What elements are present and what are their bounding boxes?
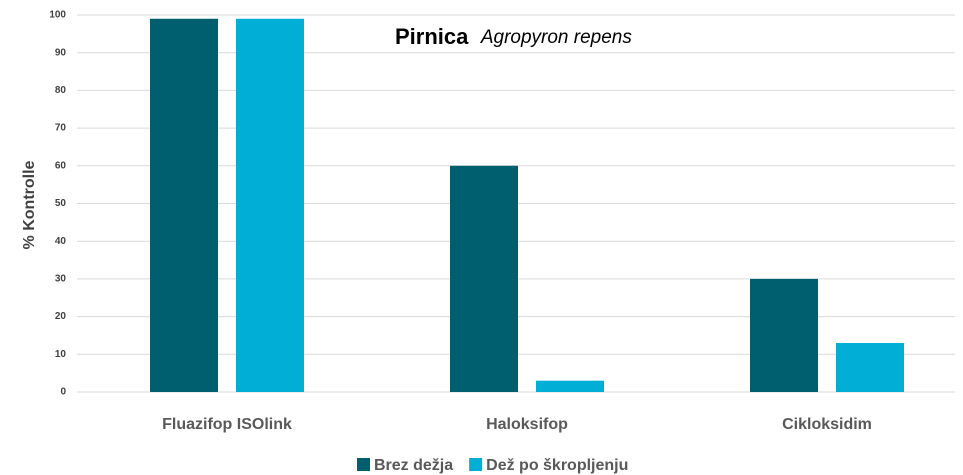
y-tick-label: 80 bbox=[55, 85, 67, 96]
y-tick-label: 20 bbox=[55, 311, 67, 322]
y-tick-label: 70 bbox=[55, 123, 67, 134]
y-tick-label: 100 bbox=[49, 10, 66, 21]
bar bbox=[750, 278, 818, 392]
legend-swatch bbox=[357, 458, 370, 471]
bar bbox=[450, 165, 518, 392]
legend-label: Brez dežja bbox=[374, 457, 453, 474]
bar bbox=[150, 18, 218, 393]
legend-label: Dež po škropljenju bbox=[486, 457, 628, 474]
y-tick-label: 90 bbox=[55, 47, 67, 58]
bar bbox=[836, 342, 904, 392]
chart-subtitle: Agropyron repens bbox=[480, 27, 633, 48]
y-tick-label: 40 bbox=[55, 236, 67, 247]
y-tick-label: 10 bbox=[55, 349, 67, 360]
x-tick-label: Fluazifop ISOlink bbox=[162, 416, 292, 433]
y-tick-label: 0 bbox=[60, 387, 66, 398]
legend-swatch bbox=[469, 458, 483, 471]
x-tick-label: Haloksifop bbox=[486, 416, 568, 433]
bar bbox=[536, 380, 604, 392]
x-tick-label: Cikloksidim bbox=[782, 416, 872, 433]
bar bbox=[236, 18, 304, 393]
y-axis-label: % Kontrolle bbox=[21, 160, 38, 249]
chart-title: Pirnica bbox=[395, 24, 469, 49]
chart-title-group: Pirnica Agropyron repens bbox=[395, 24, 632, 49]
y-tick-label: 30 bbox=[55, 274, 67, 285]
y-tick-label: 60 bbox=[55, 160, 67, 171]
y-tick-label: 50 bbox=[55, 198, 67, 209]
